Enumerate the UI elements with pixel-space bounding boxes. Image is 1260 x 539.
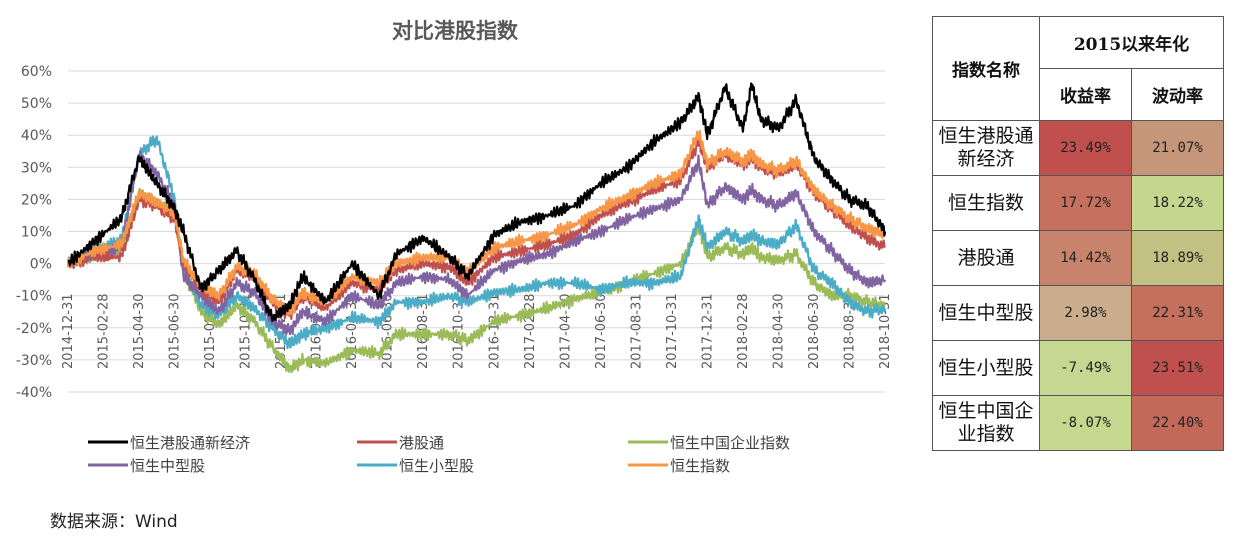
- return-cell: -7.49%: [1039, 340, 1132, 396]
- x-tick-label: 2017-04-30: [558, 293, 573, 369]
- index-name: 恒生指数: [947, 191, 1024, 214]
- y-axis: -40% -30% -20% -10% 0% 10% 20% 30% 40% 50% 60%: [16, 64, 52, 401]
- data-source-note: 数据来源：Wind: [50, 512, 178, 532]
- y-tick-label: -10%: [16, 289, 52, 305]
- x-tick-label: 2017-08-31: [629, 293, 644, 369]
- index-name: 恒生小型股: [938, 356, 1034, 379]
- legend-label: 恒生指数: [670, 457, 730, 475]
- volatility-cell: 22.31%: [1131, 285, 1224, 341]
- y-tick-label: -40%: [16, 385, 52, 401]
- table-row: 恒生中型股 2.98% 22.31%: [932, 285, 1224, 341]
- x-tick-label: 2018-04-30: [771, 293, 786, 369]
- x-tick-label: 2017-06-30: [594, 293, 609, 369]
- volatility-cell: 21.07%: [1131, 120, 1224, 176]
- index-name-cell: 恒生港股通 新经济: [932, 120, 1040, 176]
- series-line: [66, 135, 887, 350]
- x-tick-label: 2017-10-31: [665, 293, 680, 369]
- return-cell: 17.72%: [1039, 175, 1132, 231]
- table-row: 恒生小型股 -7.49% 23.51%: [932, 340, 1224, 396]
- index-name-cont: 新经济: [957, 148, 1015, 170]
- x-tick-label: 2017-02-28: [523, 293, 538, 369]
- header-volatility: 波动率: [1131, 68, 1224, 121]
- table-row: 恒生指数 17.72% 18.22%: [932, 175, 1224, 231]
- index-name-cell: 恒生中国企 业指数: [932, 395, 1040, 451]
- index-name-cell: 港股通: [932, 230, 1040, 286]
- series-line: [66, 129, 887, 316]
- x-tick-label: 2016-10-31: [452, 293, 467, 369]
- x-tick-label: 2016-12-31: [487, 293, 502, 369]
- legend-label: 恒生中型股: [130, 457, 205, 475]
- index-name-cell: 恒生中型股: [932, 285, 1040, 341]
- series-lines: [66, 82, 887, 374]
- x-tick-label: 2017-12-31: [700, 293, 715, 369]
- y-tick-label: 50%: [21, 96, 52, 112]
- x-tick-label: 2018-06-30: [807, 293, 822, 369]
- y-tick-label: 20%: [21, 192, 52, 208]
- table-row: 港股通 14.42% 18.89%: [932, 230, 1224, 286]
- annualized-table: 指数名称 2015以来年化 收益率 波动率 恒生港股通 新经济 23.49% 21.0…: [932, 16, 1224, 451]
- return-cell: 2.98%: [1039, 285, 1132, 341]
- y-tick-label: 40%: [21, 128, 52, 144]
- index-name-cell: 恒生指数: [932, 175, 1040, 231]
- index-name: 港股通: [957, 246, 1015, 269]
- index-name: 恒生港股通: [938, 125, 1034, 147]
- y-tick-label: 0%: [30, 257, 52, 273]
- x-tick-label: 2018-08-31: [842, 293, 857, 369]
- line-chart: 对比港股指数 -40% -30% -20% -10% 0% 10% 20% 30% 40% 50%…: [16, 19, 893, 475]
- return-cell: 23.49%: [1039, 120, 1132, 176]
- x-tick-label: 2018-02-28: [736, 293, 751, 369]
- index-name: 恒生中型股: [938, 301, 1034, 324]
- volatility-cell: 18.22%: [1131, 175, 1224, 231]
- header-annualized: 2015以来年化: [1039, 16, 1224, 69]
- x-tick-label: 2015-02-28: [97, 293, 112, 369]
- table-row: 恒生港股通 新经济 23.49% 21.07%: [932, 120, 1224, 176]
- return-cell: -8.07%: [1039, 395, 1132, 451]
- volatility-cell: 18.89%: [1131, 230, 1224, 286]
- legend-label: 港股通: [399, 434, 444, 452]
- series-line: [66, 187, 887, 374]
- x-tick-label: 2015-04-30: [132, 293, 147, 369]
- header-return: 收益率: [1039, 68, 1132, 121]
- y-tick-label: 60%: [21, 64, 52, 80]
- series-line: [66, 150, 887, 336]
- legend-label: 恒生小型股: [399, 457, 474, 475]
- x-tick-label: 2014-12-31: [61, 293, 76, 369]
- index-name-cont: 业指数: [957, 423, 1015, 445]
- index-name-cell: 恒生小型股: [932, 340, 1040, 396]
- y-tick-label: -30%: [16, 353, 52, 369]
- volatility-cell: 23.51%: [1131, 340, 1224, 396]
- legend-label: 恒生中国企业指数: [670, 434, 790, 452]
- legend-label: 恒生港股通新经济: [130, 434, 250, 452]
- chart-title: 对比港股指数: [392, 19, 519, 43]
- series-line: [67, 82, 887, 322]
- header-index-name: 指数名称: [932, 16, 1040, 121]
- y-tick-label: 30%: [21, 160, 52, 176]
- index-name: 恒生中国企: [938, 400, 1034, 422]
- return-cell: 14.42%: [1039, 230, 1132, 286]
- y-tick-label: 10%: [21, 225, 52, 241]
- x-tick-label: 2015-06-30: [168, 293, 183, 369]
- volatility-cell: 22.40%: [1131, 395, 1224, 451]
- y-tick-label: -20%: [16, 321, 52, 337]
- table-row: 恒生中国企 业指数 -8.07% 22.40%: [932, 395, 1224, 451]
